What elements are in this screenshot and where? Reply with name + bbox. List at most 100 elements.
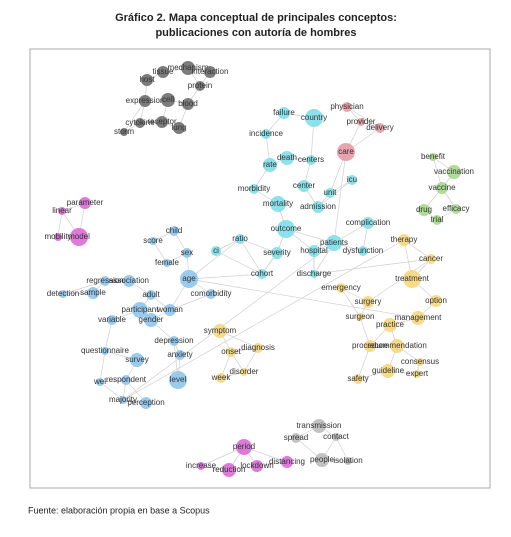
node-label: morbidity [238, 184, 270, 193]
node [332, 433, 340, 441]
node-label: recommendation [367, 341, 427, 350]
node [413, 370, 421, 378]
node-label: mobility [44, 232, 71, 241]
node-label: receptor [147, 117, 177, 126]
node [436, 182, 448, 194]
node-label: discharge [297, 269, 332, 278]
node-label: surgery [355, 297, 382, 306]
node [306, 155, 316, 165]
node [411, 311, 425, 325]
edge [122, 242, 335, 401]
node [298, 180, 310, 192]
node [216, 373, 226, 383]
node-label: mechanism [168, 63, 209, 72]
node-label: emergency [321, 283, 361, 292]
node-label: score [143, 236, 163, 245]
node-label: onset [221, 347, 241, 356]
node [337, 143, 355, 161]
title: Gráfico 2. Mapa conceptual de principale… [115, 12, 397, 24]
node [146, 290, 156, 300]
node [312, 201, 324, 213]
node [121, 375, 131, 385]
node-label: protein [188, 81, 212, 90]
node [70, 228, 88, 246]
edge [122, 239, 405, 401]
node-label: procedure [352, 341, 389, 350]
node-label: symptom [204, 326, 237, 335]
edge [239, 238, 278, 254]
node-label: storm [114, 127, 134, 136]
node [169, 371, 187, 389]
node-label: delivery [366, 123, 394, 132]
node [181, 61, 195, 75]
title: publicaciones con autoría de hombres [155, 27, 356, 39]
node-label: treatment [395, 274, 430, 283]
node [430, 295, 442, 307]
node [204, 66, 216, 78]
node [347, 175, 357, 185]
node [451, 204, 461, 214]
node [280, 151, 294, 165]
node [120, 128, 128, 136]
node [362, 296, 374, 308]
node-label: rate [263, 160, 277, 169]
node [96, 378, 104, 386]
node [429, 153, 437, 161]
node-label: safety [347, 374, 368, 383]
node-label: people [310, 455, 335, 464]
node-label: vaccine [428, 183, 456, 192]
node [336, 283, 346, 293]
node-label: unit [324, 188, 338, 197]
node [226, 347, 236, 357]
node [291, 433, 301, 443]
node [182, 98, 194, 110]
node [164, 304, 176, 316]
node-label: icu [347, 175, 357, 184]
node [107, 315, 117, 325]
node-label: blood [178, 99, 198, 108]
node [432, 215, 442, 225]
node-label: depression [154, 336, 193, 345]
node [362, 217, 374, 229]
node [123, 275, 135, 287]
node-label: cohort [251, 269, 274, 278]
node-label: comorbidity [191, 289, 232, 298]
edge [104, 319, 113, 352]
node [249, 184, 259, 194]
edge [215, 250, 263, 275]
node-label: increase [186, 461, 217, 470]
node [161, 93, 175, 107]
node-label: lockdown [240, 461, 273, 470]
node [270, 196, 286, 212]
edge [317, 179, 353, 208]
edge [188, 273, 263, 280]
node-label: management [395, 313, 442, 322]
edge [123, 100, 146, 133]
node [344, 457, 352, 465]
node [403, 270, 421, 288]
edge [188, 238, 241, 280]
node [130, 353, 144, 367]
node-label: outcome [271, 224, 302, 233]
node [418, 204, 430, 216]
node [416, 358, 424, 366]
node [326, 235, 342, 251]
node [358, 246, 368, 256]
node-label: level [170, 375, 187, 384]
node-label: ratio [232, 234, 248, 243]
node-label: gender [139, 315, 164, 324]
node-label: drug [416, 205, 432, 214]
edge [333, 151, 347, 244]
node-label: adult [142, 290, 160, 299]
node-label: transmission [297, 421, 342, 430]
node-label: expert [406, 369, 429, 378]
node [310, 270, 318, 278]
node [356, 313, 364, 321]
node [206, 289, 216, 299]
node-label: anxiety [167, 350, 192, 359]
node [222, 463, 236, 477]
edge [239, 238, 263, 275]
edge [152, 240, 168, 264]
